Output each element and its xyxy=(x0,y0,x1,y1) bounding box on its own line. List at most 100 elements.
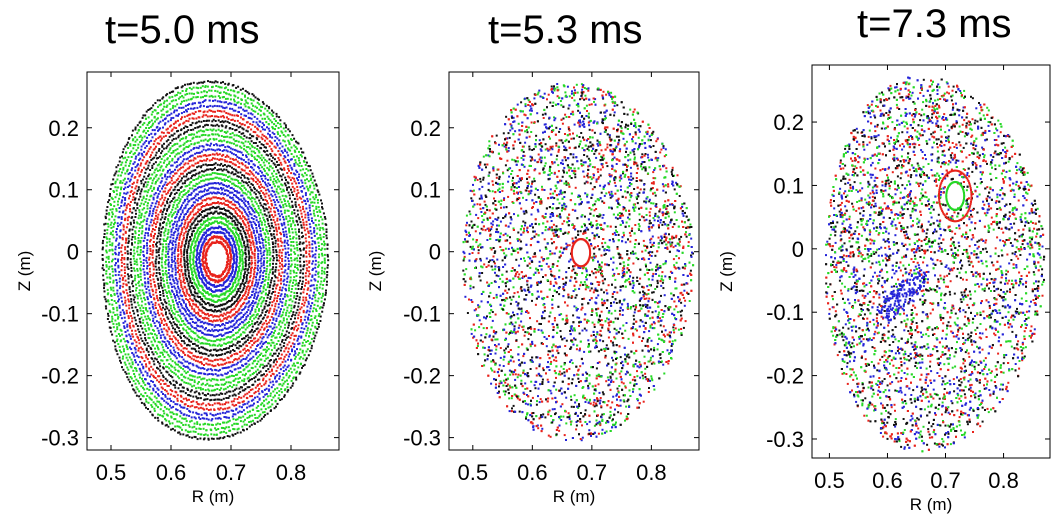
data-point xyxy=(299,221,302,224)
data-point xyxy=(198,260,201,263)
data-point xyxy=(250,188,253,191)
data-point xyxy=(194,316,197,319)
data-point xyxy=(187,230,190,233)
data-point xyxy=(187,208,190,211)
data-point xyxy=(280,168,283,171)
data-point xyxy=(160,302,163,305)
data-point xyxy=(260,255,263,258)
data-point xyxy=(143,207,146,210)
data-point xyxy=(179,133,182,136)
data-point xyxy=(251,306,254,309)
data-point xyxy=(147,232,149,235)
data-point xyxy=(192,164,195,167)
data-point xyxy=(159,307,162,310)
data-point xyxy=(291,204,294,207)
data-point xyxy=(136,247,139,250)
data-point xyxy=(220,124,223,127)
data-point xyxy=(154,301,157,304)
data-point xyxy=(234,200,237,203)
data-point xyxy=(263,203,266,205)
data-point xyxy=(231,232,234,234)
data-point xyxy=(241,127,244,130)
data-point xyxy=(254,380,257,383)
data-point xyxy=(192,184,195,187)
data-point xyxy=(178,377,181,380)
data-point xyxy=(163,207,166,210)
data-point xyxy=(205,280,208,283)
data-point xyxy=(166,282,169,284)
data-point xyxy=(261,317,264,320)
data-point xyxy=(252,163,255,166)
data-point xyxy=(279,349,282,352)
data-point xyxy=(190,154,193,157)
data-point xyxy=(244,246,247,249)
data-point xyxy=(256,138,259,141)
data-point xyxy=(239,298,242,301)
data-point xyxy=(242,308,245,311)
data-point xyxy=(224,287,227,290)
data-point xyxy=(257,343,260,346)
data-point xyxy=(254,259,257,262)
data-point xyxy=(196,338,199,341)
data-point xyxy=(147,327,150,330)
data-point xyxy=(253,256,256,259)
data-point xyxy=(257,317,260,320)
data-point xyxy=(249,271,252,274)
data-point xyxy=(221,212,224,215)
data-point xyxy=(184,162,187,165)
data-point xyxy=(171,214,174,216)
data-point xyxy=(162,289,164,292)
data-point xyxy=(194,241,197,244)
data-point xyxy=(180,366,182,369)
data-point xyxy=(142,319,145,322)
data-point xyxy=(192,169,195,172)
data-point xyxy=(233,215,236,218)
data-point xyxy=(149,207,152,210)
data-point xyxy=(259,164,262,167)
data-point xyxy=(297,254,300,257)
data-point xyxy=(159,190,162,193)
data-point xyxy=(199,309,202,312)
data-point xyxy=(189,262,192,265)
data-point xyxy=(278,195,281,198)
data-point xyxy=(189,362,192,365)
data-point xyxy=(255,241,258,243)
data-point xyxy=(246,269,249,272)
data-point xyxy=(152,241,155,243)
data-point xyxy=(220,221,223,224)
data-point xyxy=(201,252,204,255)
data-point xyxy=(218,318,221,321)
data-point xyxy=(289,206,292,209)
data-point xyxy=(169,155,171,158)
data-point xyxy=(256,154,259,157)
data-point xyxy=(287,175,290,178)
data-point xyxy=(275,188,278,191)
data-point xyxy=(214,335,217,338)
data-point xyxy=(139,257,142,260)
data-point xyxy=(266,349,269,352)
data-point xyxy=(205,235,207,238)
data-point xyxy=(273,185,276,188)
data-point xyxy=(278,352,280,355)
data-point xyxy=(269,332,272,335)
data-point xyxy=(281,321,284,324)
data-point xyxy=(127,237,130,240)
data-point xyxy=(247,380,250,383)
data-point xyxy=(258,199,261,202)
data-point xyxy=(215,129,218,132)
data-point xyxy=(215,279,218,282)
data-point xyxy=(232,281,235,284)
data-point xyxy=(254,316,257,319)
data-point xyxy=(263,266,266,269)
data-point xyxy=(155,258,158,261)
data-point xyxy=(244,265,247,267)
data-point xyxy=(231,325,234,328)
data-point xyxy=(201,257,204,260)
data-point xyxy=(234,246,237,248)
data-point xyxy=(252,243,255,246)
data-point xyxy=(197,306,200,309)
data-point xyxy=(227,278,230,281)
data-point xyxy=(198,175,201,178)
data-point xyxy=(224,302,227,305)
data-point xyxy=(193,291,196,294)
